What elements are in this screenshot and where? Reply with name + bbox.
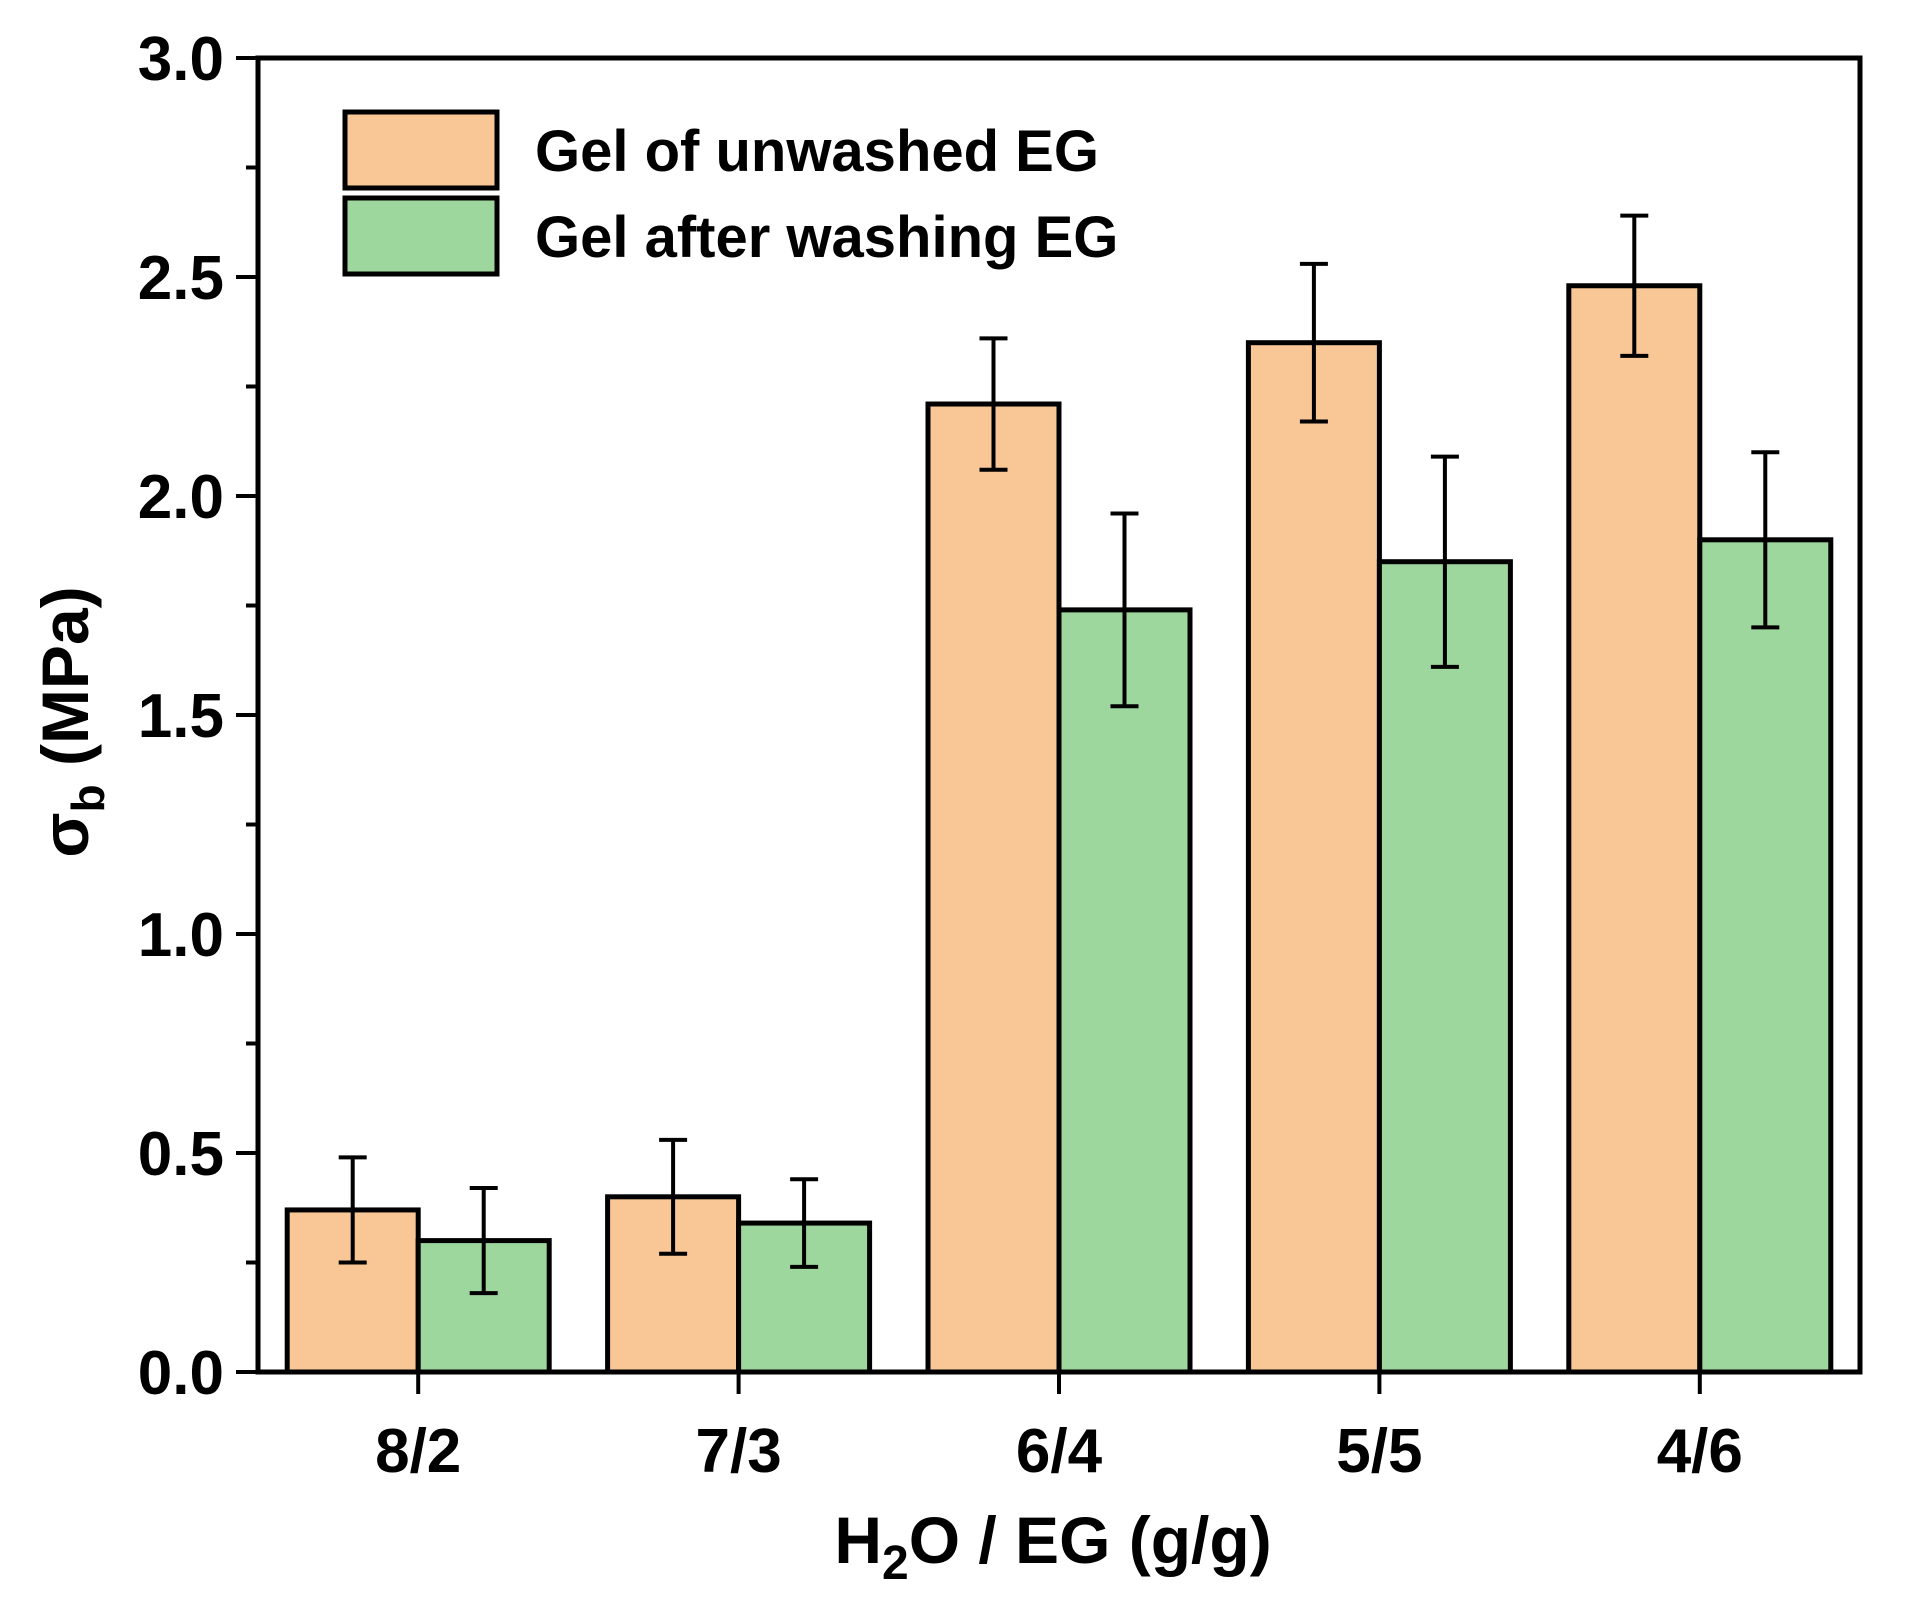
y-axis-title: σb (MPa) (28, 586, 114, 857)
bar-washed-6-4 (1056, 607, 1193, 1375)
y-tick-label: 1.0 (138, 901, 224, 970)
y-axis-title-sub: b (62, 784, 114, 812)
legend-swatch-washed (342, 195, 500, 277)
x-tick-label: 8/2 (375, 1417, 461, 1486)
y-axis-title-main: σ (28, 812, 102, 857)
x-tick-label: 4/6 (1657, 1417, 1743, 1486)
plot-frame (255, 55, 1863, 1375)
legend-swatch-unwashed (342, 109, 500, 191)
x-axis-title-sub: 2 (882, 1537, 909, 1590)
x-axis-title: H2O / EG (g/g) (834, 1503, 1271, 1590)
bar-unwashed-4-6 (1566, 283, 1703, 1375)
bar-washed-5-5 (1376, 559, 1513, 1375)
x-axis-title-post: O / EG (g/g) (909, 1503, 1272, 1577)
x-tick-label: 7/3 (695, 1417, 781, 1486)
y-tick-label: 3.0 (138, 25, 224, 94)
x-tick-label: 6/4 (1016, 1417, 1103, 1486)
legend: Gel of unwashed EG Gel after washing EG (342, 109, 1118, 277)
y-tick-label: 1.5 (138, 682, 224, 751)
y-tick-label: 2.0 (138, 463, 224, 532)
y-tick-label: 2.5 (138, 244, 224, 313)
legend-label-washed: Gel after washing EG (535, 205, 1118, 270)
y-tick-label: 0.0 (138, 1339, 224, 1408)
legend-label-unwashed: Gel of unwashed EG (535, 119, 1099, 184)
bar-unwashed-5-5 (1245, 340, 1382, 1375)
y-tick-label: 0.5 (138, 1120, 224, 1189)
y-axis-title-unit: (MPa) (28, 586, 102, 784)
x-axis-title-pre: H (834, 1503, 882, 1577)
x-tick-label: 5/5 (1336, 1417, 1422, 1486)
bar-washed-4-6 (1697, 537, 1834, 1375)
bar-unwashed-6-4 (925, 401, 1062, 1375)
plot-area: 8/2 7/3 6/4 5/5 4/6 0.0 0.5 1.0 1.5 2.0 2.5 3.0 (138, 25, 1863, 1486)
